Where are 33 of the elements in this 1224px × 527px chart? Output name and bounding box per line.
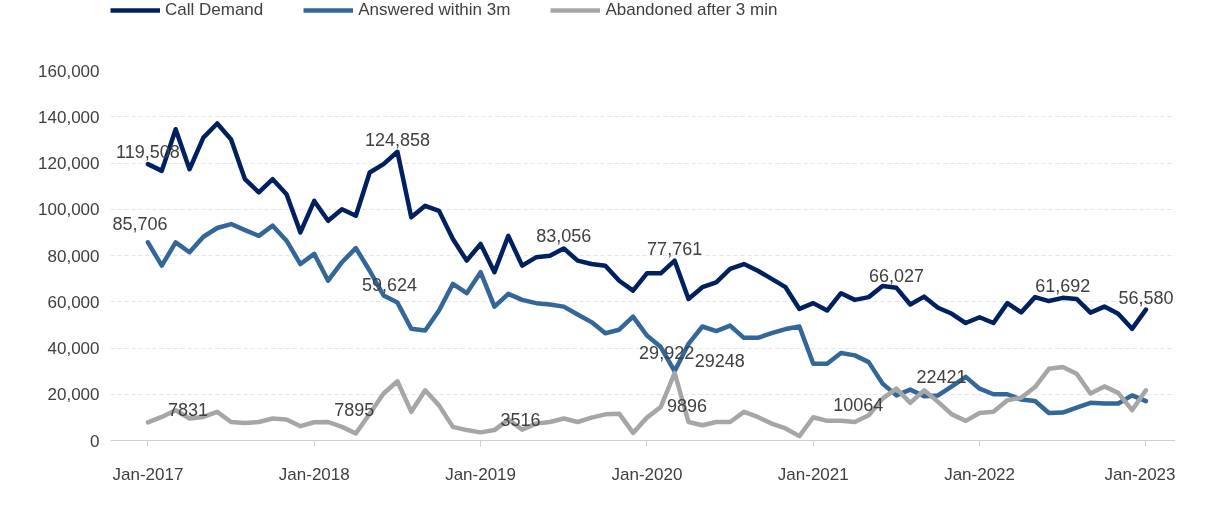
x-tick-label: Jan-2022 bbox=[944, 464, 1016, 484]
data-label: 9896 bbox=[666, 395, 707, 416]
y-tick-label: 20,000 bbox=[47, 385, 100, 405]
data-label: 22421 bbox=[916, 366, 967, 387]
data-label: 3516 bbox=[500, 410, 541, 431]
x-tick-label: Jan-2021 bbox=[777, 464, 849, 484]
data-label: 77,761 bbox=[647, 238, 703, 259]
x-tick-label: Jan-2017 bbox=[112, 464, 184, 484]
y-tick-label: 0 bbox=[90, 431, 100, 451]
data-label: 124,858 bbox=[364, 129, 430, 150]
y-tick-label: 60,000 bbox=[47, 292, 100, 312]
data-label: 61,692 bbox=[1035, 275, 1091, 296]
y-tick-label: 40,000 bbox=[47, 339, 100, 358]
legend-label: Answered within 3m bbox=[358, 0, 511, 20]
data-label: 85,706 bbox=[112, 214, 168, 235]
legend-label: Call Demand bbox=[165, 0, 264, 20]
data-label: 83,056 bbox=[536, 226, 592, 247]
data-label: 10064 bbox=[833, 395, 884, 416]
data-label: 29248 bbox=[694, 350, 745, 371]
x-tick-label: Jan-2023 bbox=[1104, 464, 1176, 484]
x-tick-label: Jan-2020 bbox=[611, 464, 683, 484]
y-tick-label: 80,000 bbox=[47, 246, 100, 266]
x-tick-label: Jan-2019 bbox=[445, 464, 517, 484]
y-tick-label: 140,000 bbox=[38, 107, 100, 127]
y-tick-label: 120,000 bbox=[38, 154, 100, 173]
data-label: 56,580 bbox=[1118, 287, 1174, 308]
legend-label: Abandoned after 3 min bbox=[605, 0, 778, 20]
x-tick-label: Jan-2018 bbox=[278, 464, 350, 484]
data-label: 66,027 bbox=[868, 265, 924, 286]
data-label: 7895 bbox=[334, 400, 375, 421]
data-label: 7831 bbox=[167, 400, 208, 421]
y-tick-label: 100,000 bbox=[38, 200, 100, 220]
y-tick-label: 160,000 bbox=[38, 61, 100, 81]
